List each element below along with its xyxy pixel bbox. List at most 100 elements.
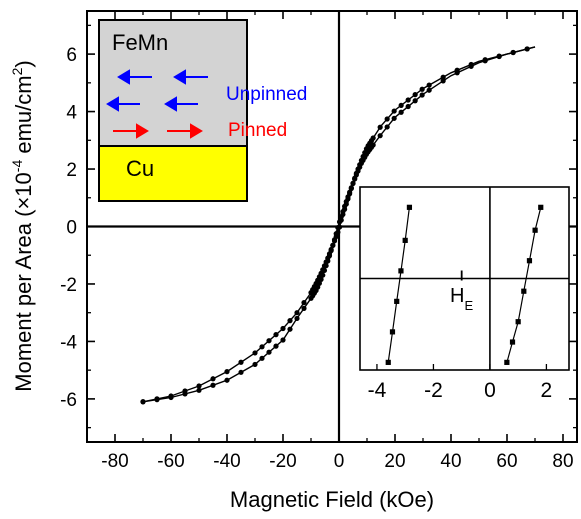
inset-data-point [389,329,396,335]
data-point [405,103,411,110]
data-point [384,124,390,130]
inset-data-point [538,204,544,210]
data-point [338,217,344,223]
data-point [340,211,346,218]
data-point [273,343,279,349]
data-point [336,224,343,230]
pinned-label: Pinned [228,120,287,141]
inset-data-point [526,258,533,264]
data-point [426,82,432,88]
data-point [320,267,326,273]
data-point [391,115,397,121]
data-point [343,201,349,207]
data-point [358,157,364,164]
x-tick-label: 40 [440,451,461,472]
data-point [362,150,368,156]
data-point [168,393,174,399]
inset-x-tick-label: 2 [541,379,553,402]
data-point [326,251,333,257]
data-point [377,133,383,139]
y-tick-label: 2 [66,160,77,181]
inset-data-point [406,204,413,210]
data-point [454,67,460,73]
data-point [348,185,354,192]
inset-x-tick-label: -2 [424,379,443,402]
data-point [352,175,358,181]
data-point [331,238,338,244]
x-tick-label: -20 [269,451,296,472]
data-point [350,180,356,186]
inset-data-point [394,298,400,304]
cu-label: Cu [126,156,154,181]
data-point [210,382,216,388]
x-axis-label: Magnetic Field (kOe) [230,487,434,512]
data-point [325,255,331,261]
data-point [426,87,432,93]
inset-x-tick-label: -4 [368,379,387,402]
layer-schematic: FeMn Cu Unpinned Pinned [98,19,307,202]
inset-data-point [402,237,408,243]
y-tick-label: 6 [66,45,77,66]
data-point [355,166,361,172]
data-point [377,124,383,130]
data-point [496,53,502,59]
inset-x-tick-label: 0 [484,379,496,402]
data-point [510,49,516,56]
inset-series-line-left [387,207,410,363]
y-tick-label: -4 [60,332,77,353]
series-group [140,46,536,405]
data-point [347,191,353,197]
data-point [196,383,202,389]
inset-data-point [515,319,521,325]
y-tick-label: 0 [66,218,77,239]
data-point [398,109,404,115]
inset-data-point [504,359,510,365]
zoom-inset: -4 -2 0 2 HE [359,186,570,402]
data-point [323,259,329,265]
data-point [301,305,307,311]
data-point [266,349,272,355]
inset-data-point [509,339,516,345]
inset-data-point [385,359,391,365]
data-point [238,369,244,375]
data-point [287,326,293,332]
data-point [301,300,307,306]
data-point [294,315,300,322]
data-point [440,78,446,84]
unpinned-arrows [106,69,208,112]
data-point [252,361,258,368]
data-point [412,92,418,98]
data-point [154,396,160,402]
data-point [342,206,348,212]
data-point [266,338,272,344]
data-point [273,332,279,338]
data-point [360,153,366,160]
data-point [210,376,216,382]
data-point [182,388,188,394]
data-point [335,229,341,235]
data-point [333,233,339,240]
data-point [419,86,425,92]
data-point [328,246,334,253]
inset-annotation: HE [450,285,473,313]
data-point [287,318,293,324]
data-point [280,325,286,332]
data-point [468,61,474,68]
y-tick-label: 4 [66,103,77,124]
pinned-arrows [113,123,203,139]
data-point [321,263,328,269]
data-point [224,369,230,375]
data-point [440,74,446,80]
data-point [412,98,418,104]
x-tick-label: -80 [101,451,128,472]
data-point [224,377,230,383]
femn-label: FeMn [112,30,168,55]
data-point [370,135,376,141]
y-tick-label: -6 [60,390,77,411]
data-point [405,97,411,103]
data-point [259,344,265,350]
data-point [238,359,244,365]
x-tick-label: 0 [334,451,345,472]
